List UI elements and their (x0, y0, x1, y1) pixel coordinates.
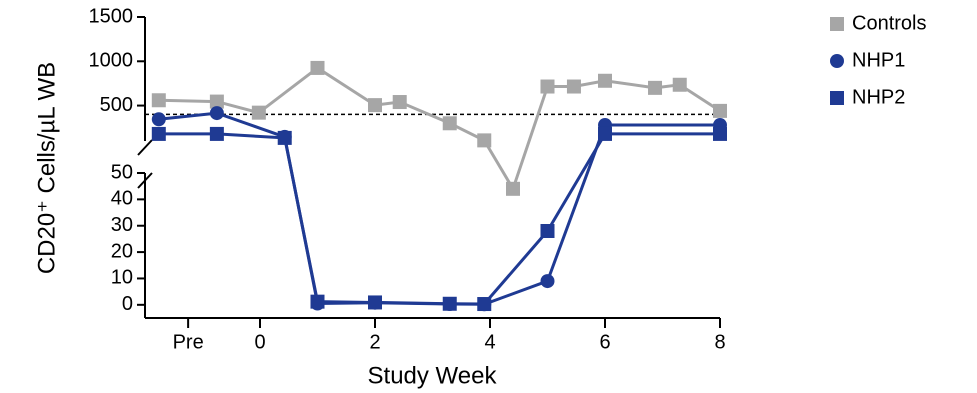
y-tick-label: 10 (111, 267, 133, 289)
legend-label: NHP1 (852, 49, 905, 71)
data-point (566, 79, 581, 94)
y-tick-label: 1000 (89, 50, 134, 72)
data-point (648, 80, 663, 95)
data-point (506, 181, 520, 196)
data-point (598, 126, 612, 141)
axis-break (137, 172, 153, 189)
y-tick-label: 40 (111, 188, 133, 210)
x-tick-label: 2 (369, 331, 380, 353)
data-point (151, 126, 166, 141)
series-line (158, 66, 721, 193)
data-point (598, 73, 612, 88)
data-point (368, 98, 382, 113)
data-point (251, 105, 266, 120)
x-tick-label: 4 (484, 331, 495, 353)
data-point (151, 93, 166, 108)
data-point (477, 297, 492, 312)
x-tick-label: Pre (173, 331, 204, 353)
y-tick-label: 50 (111, 161, 133, 183)
y-tick-label: 500 (100, 94, 133, 116)
series-line (158, 132, 720, 306)
x-tick-label: 8 (714, 331, 725, 353)
data-point (540, 79, 555, 94)
legend-marker (830, 91, 844, 105)
data-point (209, 94, 224, 109)
y-tick-label: 20 (111, 240, 133, 262)
legend-label: NHP2 (852, 86, 905, 108)
data-point (209, 126, 224, 141)
data-point (368, 295, 382, 310)
data-point (540, 274, 555, 289)
data-point (151, 112, 166, 127)
data-point (209, 106, 224, 121)
y-axis-label: CD20⁺ Cells/µL WB (33, 62, 60, 274)
data-point (442, 116, 457, 131)
axis-break (137, 139, 153, 156)
y-tick-label: 0 (122, 293, 133, 315)
x-tick-label: 6 (599, 331, 610, 353)
data-point (540, 224, 555, 238)
y-tick-label: 1500 (89, 5, 134, 27)
data-point (277, 130, 292, 145)
legend-marker (830, 17, 844, 31)
data-point (310, 294, 325, 309)
data-point (672, 77, 687, 92)
legend-marker (830, 54, 844, 68)
data-point (442, 296, 457, 311)
x-tick-label: 0 (254, 331, 265, 353)
data-point (713, 126, 727, 141)
data-point (310, 60, 325, 75)
data-point (392, 95, 407, 110)
y-tick-label: 30 (111, 214, 133, 236)
legend-label: Controls (852, 12, 926, 34)
series-line (158, 111, 720, 306)
data-point (477, 133, 492, 148)
x-axis-label: Study Week (368, 362, 498, 389)
data-point (713, 103, 727, 118)
